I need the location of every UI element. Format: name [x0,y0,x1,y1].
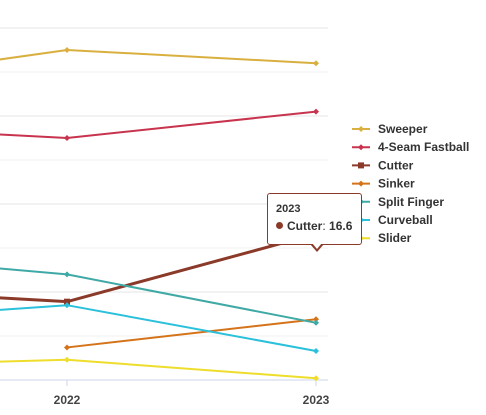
legend-label: Sweeper [378,122,428,136]
series-4-seam-fastball [0,108,319,141]
series-line [0,304,317,352]
series-split-finger [0,267,319,326]
tooltip-title: 2023 [276,203,301,215]
tooltip-row: Cutter: 16.6 [276,219,353,233]
series-lines [0,47,319,382]
legend-label: Split Finger [378,195,444,209]
legend-label: Curveball [378,213,433,227]
tooltip-series-dot [276,222,283,229]
series-point [64,356,70,363]
legend-item[interactable]: Sinker [352,177,415,191]
legend-item[interactable]: 4-Seam Fastball [352,140,469,154]
legend-marker [358,126,364,132]
series-point [313,347,319,354]
series-point [64,135,70,141]
legend-label: 4-Seam Fastball [378,140,469,154]
series-point [313,108,319,115]
tooltip-value: 16.6 [329,219,353,233]
series-point [64,302,70,309]
series-point [313,319,319,326]
tooltip-arrow-inner [312,243,322,249]
series-point [64,47,70,53]
series-line [66,318,317,349]
series-line [0,267,317,324]
series-point [313,375,319,382]
series-sinker [64,316,319,351]
legend-marker [358,144,364,151]
legend-item[interactable]: Cutter [352,158,414,172]
series-sweeper [0,47,319,67]
series-line [0,49,317,65]
legend-marker [358,180,364,187]
tooltip-separator: : [322,219,330,233]
x-tick-label: 2023 [303,393,330,407]
series-point [64,271,70,278]
series-point [313,316,319,323]
series-slider [0,356,319,382]
tooltip-series-name: Cutter [287,219,323,233]
x-tick-label: 2022 [54,393,81,407]
legend-item[interactable]: Sweeper [352,122,428,136]
series-point [64,344,70,351]
legend-item[interactable]: Split Finger [352,195,444,209]
series-curveball [0,302,319,354]
legend[interactable]: Sweeper 4-Seam Fastball Cutter Sinker Split … [352,122,469,245]
legend-label: Sinker [378,177,415,191]
legend-label: Cutter [378,158,414,172]
legend-marker [358,162,364,169]
legend-label: Slider [378,231,412,245]
legend-item[interactable]: Curveball [352,213,433,227]
tooltip: 2023 Cutter: 16.6 [267,193,362,252]
grid-lines [0,27,328,337]
series-point [313,60,319,67]
series-point [64,298,70,305]
x-axis: 2022 2023 [0,379,330,407]
series-line [0,358,317,380]
